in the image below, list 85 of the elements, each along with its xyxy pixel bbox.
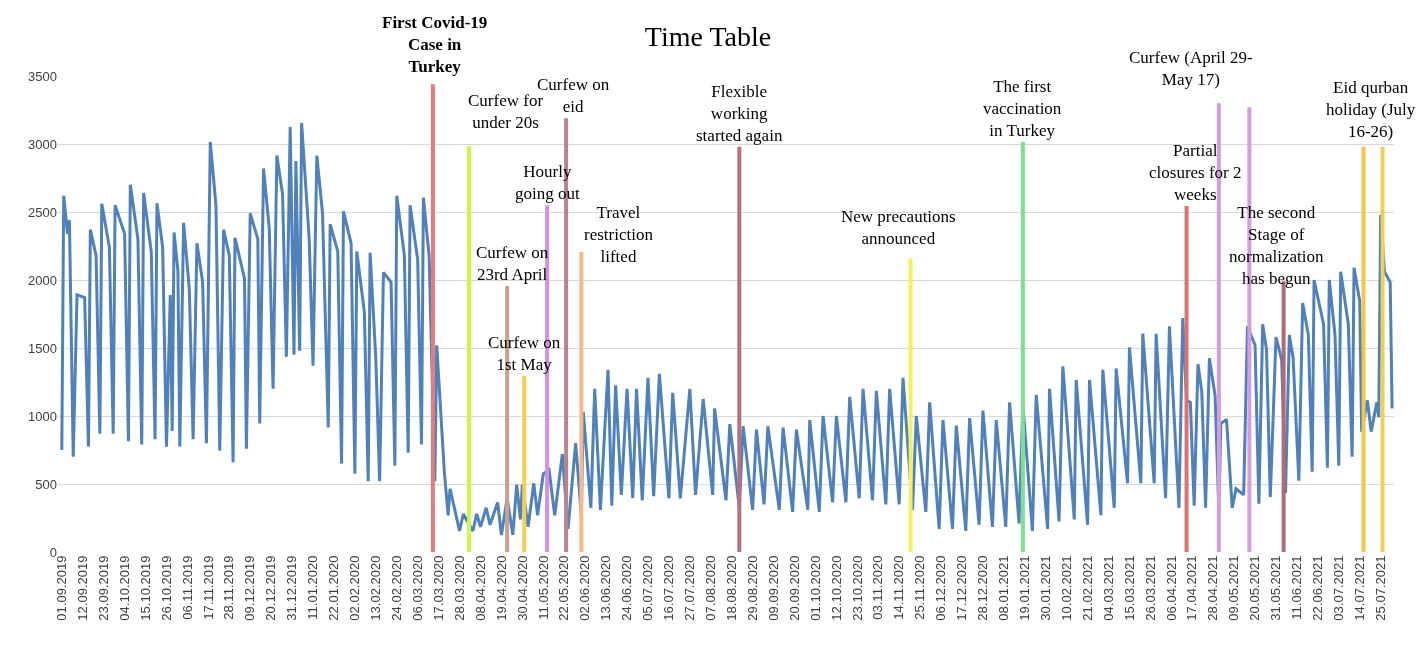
annotation: Partial closures for 2 weeks bbox=[1149, 141, 1242, 205]
x-tick-label: 20.12.2019 bbox=[263, 555, 279, 621]
x-tick-label: 10.02.2021 bbox=[1058, 555, 1074, 621]
x-tick-label: 22.06.2021 bbox=[1310, 555, 1326, 621]
x-tick-label: 06.03.2020 bbox=[409, 555, 425, 621]
annotation: First Covid-19 Case in Turkey bbox=[382, 13, 488, 77]
x-tick-label: 14.11.2020 bbox=[891, 555, 907, 620]
x-tick-label: 11.06.2021 bbox=[1289, 555, 1305, 620]
x-tick-label: 08.01.2021 bbox=[996, 555, 1012, 621]
x-tick-label: 20.05.2021 bbox=[1247, 555, 1263, 621]
x-tick-label: 31.12.2019 bbox=[284, 555, 300, 621]
x-tick-label: 25.11.2020 bbox=[912, 555, 928, 620]
x-tick-label: 23.10.2020 bbox=[849, 555, 865, 621]
x-tick-label: 24.02.2020 bbox=[388, 555, 404, 621]
x-tick-label: 04.10.2019 bbox=[116, 555, 132, 621]
x-tick-label: 17.12.2020 bbox=[954, 555, 970, 621]
x-tick-label: 03.07.2021 bbox=[1331, 555, 1347, 621]
annotation: New precautions announced bbox=[841, 207, 956, 249]
x-tick-label: 22.01.2020 bbox=[326, 555, 342, 621]
x-tick-label: 31.05.2021 bbox=[1268, 555, 1284, 621]
y-tick-label: 3500 bbox=[28, 68, 57, 84]
x-tick-label: 17.04.2021 bbox=[1184, 555, 1200, 621]
x-tick-label: 15.03.2021 bbox=[1121, 555, 1137, 621]
x-tick-label: 06.12.2020 bbox=[933, 555, 949, 621]
x-tick-label: 13.02.2020 bbox=[368, 555, 384, 621]
x-tick-label: 17.03.2020 bbox=[430, 555, 446, 621]
x-tick-label: 28.03.2020 bbox=[451, 555, 467, 621]
x-tick-label: 19.04.2020 bbox=[493, 555, 509, 621]
x-tick-label: 18.08.2020 bbox=[723, 555, 739, 621]
y-tick-label: 0 bbox=[49, 544, 57, 560]
x-tick-label: 26.03.2021 bbox=[1142, 555, 1158, 621]
annotation: Flexible working started again bbox=[696, 82, 783, 146]
annotation: Curfew on 1st May bbox=[488, 333, 561, 375]
x-tick-label: 03.11.2020 bbox=[870, 555, 886, 620]
annotation: The second Stage of normalization has begun bbox=[1229, 203, 1324, 289]
x-tick-label: 28.11.2019 bbox=[221, 555, 237, 620]
x-tick-label: 27.07.2020 bbox=[682, 555, 698, 621]
x-tick-label: 16.07.2020 bbox=[661, 555, 677, 621]
x-tick-label: 12.09.2019 bbox=[74, 555, 90, 621]
annotation: The first vaccination in Turkey bbox=[983, 77, 1062, 141]
y-tick-label: 2500 bbox=[28, 204, 57, 220]
x-tick-label: 12.10.2020 bbox=[828, 555, 844, 621]
annotation: Curfew for under 20s bbox=[468, 91, 544, 133]
x-tick-label: 15.10.2019 bbox=[137, 555, 153, 621]
x-tick-label: 29.08.2020 bbox=[744, 555, 760, 621]
x-tick-label: 17.11.2019 bbox=[200, 555, 216, 620]
y-tick-label: 2000 bbox=[28, 272, 57, 288]
y-tick-label: 500 bbox=[35, 476, 57, 492]
annotation: Curfew on 23rd April bbox=[476, 243, 549, 285]
x-tick-label: 09.05.2021 bbox=[1226, 555, 1242, 621]
annotation: Curfew (April 29- May 17) bbox=[1129, 48, 1254, 90]
x-tick-label: 25.07.2021 bbox=[1372, 555, 1388, 621]
x-tick-label: 26.10.2019 bbox=[158, 555, 174, 621]
x-tick-label: 09.12.2019 bbox=[242, 555, 258, 621]
x-tick-label: 24.06.2020 bbox=[619, 555, 635, 621]
x-tick-label: 21.02.2021 bbox=[1079, 555, 1095, 621]
x-tick-label: 07.08.2020 bbox=[702, 555, 718, 621]
x-tick-label: 01.10.2020 bbox=[807, 555, 823, 621]
x-tick-label: 09.09.2020 bbox=[765, 555, 781, 621]
x-tick-label: 22.05.2020 bbox=[556, 555, 572, 621]
annotation: Travel restriction lifted bbox=[584, 203, 654, 267]
x-tick-label: 13.06.2020 bbox=[598, 555, 614, 621]
y-tick-label: 1500 bbox=[28, 340, 57, 356]
x-tick-label: 02.06.2020 bbox=[577, 555, 593, 621]
annotation: Eid qurban holiday (July 16-26) bbox=[1326, 78, 1416, 142]
x-tick-label: 11.01.2020 bbox=[305, 555, 321, 620]
chart-title: Time Table bbox=[644, 20, 772, 52]
x-tick-label: 06.11.2019 bbox=[179, 555, 195, 620]
x-tick-label: 05.07.2020 bbox=[640, 555, 656, 621]
annotation: Hourly going out bbox=[515, 162, 580, 204]
x-tick-label: 30.04.2020 bbox=[514, 555, 530, 621]
y-tick-label: 3000 bbox=[28, 136, 57, 152]
x-tick-label: 14.07.2021 bbox=[1351, 555, 1367, 621]
x-tick-label: 11.05.2020 bbox=[535, 555, 551, 620]
x-tick-label: 02.02.2020 bbox=[347, 555, 363, 621]
x-tick-label: 20.09.2020 bbox=[786, 555, 802, 621]
y-tick-label: 1000 bbox=[28, 408, 57, 424]
x-tick-label: 08.04.2020 bbox=[472, 555, 488, 621]
x-tick-label: 30.01.2021 bbox=[1037, 555, 1053, 621]
x-tick-label: 23.09.2019 bbox=[95, 555, 111, 621]
x-tick-label: 19.01.2021 bbox=[1017, 555, 1033, 621]
x-tick-label: 28.12.2020 bbox=[975, 555, 991, 621]
x-tick-label: 06.04.2021 bbox=[1163, 555, 1179, 621]
x-tick-label: 28.04.2021 bbox=[1205, 555, 1221, 621]
x-tick-label: 04.03.2021 bbox=[1100, 555, 1116, 621]
